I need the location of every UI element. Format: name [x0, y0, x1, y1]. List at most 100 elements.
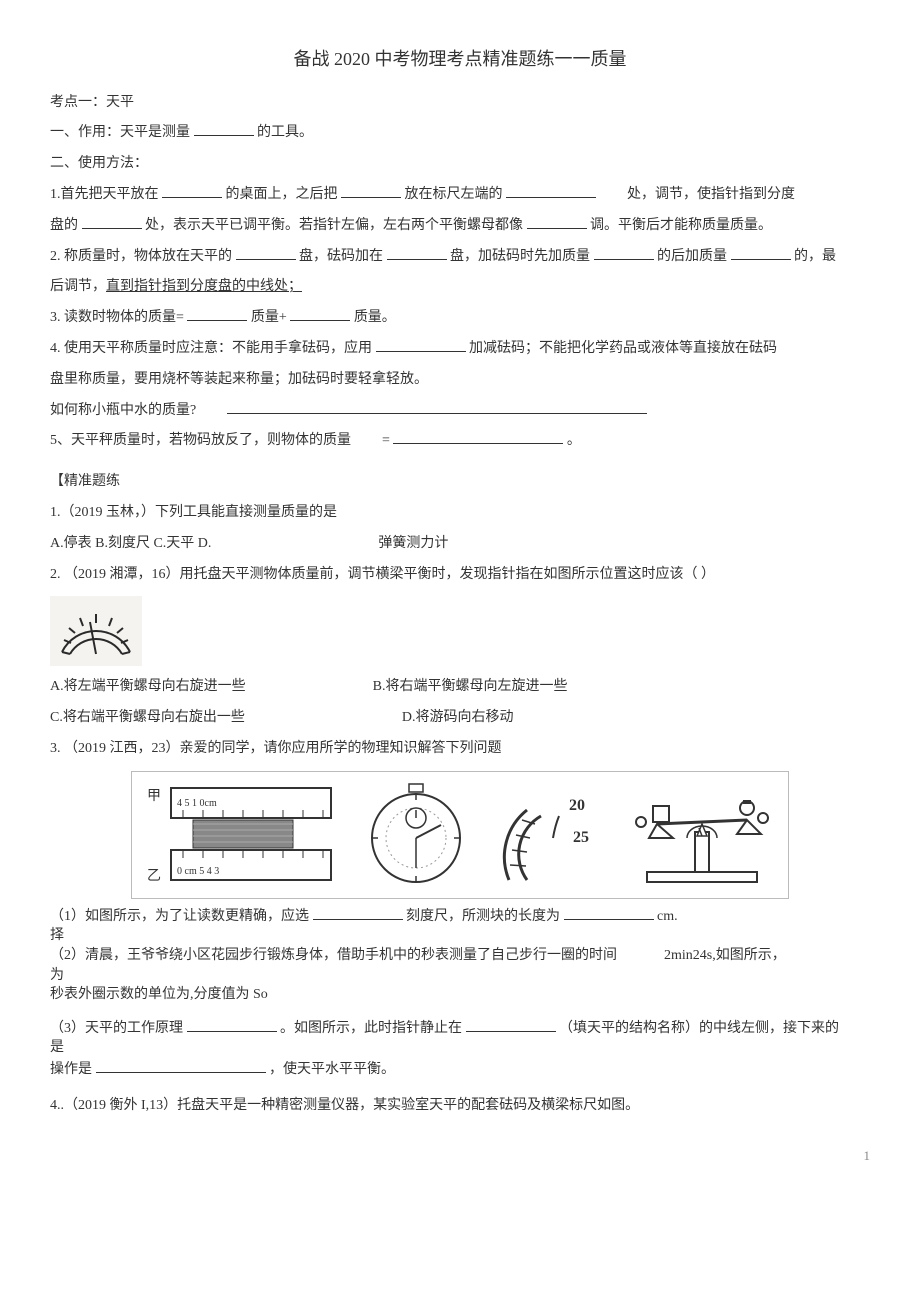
- wrap-char: 为: [50, 966, 870, 986]
- text: （2）清晨，王爷爷绕小区花园步行锻炼身体，借助手机中的秒表测量了自己步行一圈的时…: [50, 948, 617, 963]
- text: 处，调节，使指针指到分度: [627, 187, 795, 202]
- text-line: 盘里称质量，要用烧杯等装起来称量；加砝码时要轻拿轻放。: [50, 365, 870, 396]
- text-line: 3. 读数时物体的质量= 质量+ 质量。: [50, 303, 870, 334]
- text: 4. 使用天平称质量时应注意：不能用手拿砝码，应用: [50, 341, 372, 356]
- text: 放在标尺左端的: [405, 187, 503, 202]
- wrap-char: 择: [50, 926, 870, 946]
- stopwatch-figure-icon: [361, 780, 471, 890]
- option-d: D.将游码向右移动: [402, 710, 514, 725]
- question-3-2b: 秒表外圈示数的单位为,分度值为 So: [50, 985, 870, 1005]
- text: 后调节，: [50, 279, 106, 294]
- text: 盘，加砝码时先加质量: [450, 249, 590, 264]
- option-b: B.将右端平衡螺母向左旋进一些: [373, 679, 568, 694]
- question-3-1: （1）如图所示，为了让读数更精确，应选 刻度尺，所测块的长度为 cm.: [50, 905, 870, 927]
- text-line: 5、天平秤质量时，若物码放反了，则物体的质量 = 。: [50, 426, 870, 457]
- text: 加减砝码；不能把化学药品或液体等直接放在砝码: [469, 341, 777, 356]
- blank: [187, 1017, 277, 1032]
- text: 刻度尺，所测块的长度为: [406, 909, 560, 924]
- text: A.停表 B.刻度尺 C.天平 D.: [50, 536, 211, 551]
- ruler-figure-icon: 甲 乙 4 5 1 0cm 0 cm 5 4 3: [143, 780, 343, 890]
- text: （3）天平的工作原理: [50, 1021, 183, 1036]
- balance-figure-icon: [627, 780, 777, 890]
- text: 1.首先把天平放在: [50, 187, 159, 202]
- svg-text:0 cm 5 4 3: 0 cm 5 4 3: [177, 866, 219, 877]
- question-3: 3. （2019 江西，23）亲爱的同学，请你应用所学的物理知识解答下列问题: [50, 734, 870, 765]
- text: 一、作用：天平是测量: [50, 125, 190, 140]
- blank: [290, 306, 350, 321]
- blank: [313, 905, 403, 920]
- text: 的后加质量: [657, 249, 727, 264]
- blank: [466, 1017, 556, 1032]
- text-line: 后调节，直到指针指到分度盘的中线处；: [50, 272, 870, 303]
- wrap-char: 是: [50, 1038, 870, 1058]
- question-1-options: A.停表 B.刻度尺 C.天平 D. 弹簧测力计: [50, 529, 870, 560]
- text: cm.: [657, 909, 678, 924]
- text: 。如图所示，此时指针静止在: [280, 1021, 462, 1036]
- text: 弹簧测力计: [378, 536, 448, 551]
- text: 操作是: [50, 1062, 92, 1077]
- question-3-3: （3）天平的工作原理 。如图所示，此时指针静止在 （填天平的结构名称）的中线左侧…: [50, 1017, 870, 1039]
- blank: [564, 905, 654, 920]
- text-line: 盘的 处，表示天平已调平衡。若指针左偏，左右两个平衡螺母都像 调。平衡后才能称质…: [50, 211, 870, 242]
- text: 如何称小瓶中水的质量?: [50, 403, 196, 418]
- blank: [236, 245, 296, 260]
- svg-text:甲: 甲: [147, 789, 161, 804]
- blank: [393, 429, 563, 444]
- text: （1）如图所示，为了让读数更精确，应选: [50, 909, 309, 924]
- text: 3. 读数时物体的质量=: [50, 310, 184, 325]
- blank: [96, 1058, 266, 1073]
- option-a: A.将左端平衡螺母向右旋进一些: [50, 679, 246, 694]
- page-number: 1: [50, 1142, 870, 1171]
- question-1: 1.（2019 玉林，）下列工具能直接测量质量的是: [50, 498, 870, 529]
- blank: [387, 245, 447, 260]
- question-2: 2. （2019 湘潭，16）用托盘天平测物体质量前，调节横梁平衡时，发现指针指…: [50, 560, 870, 591]
- text: 盘，砝码加在: [299, 249, 383, 264]
- text: 的，最: [794, 249, 836, 264]
- svg-text:乙: 乙: [147, 868, 161, 884]
- question-3-2: （2）清晨，王爷爷绕小区花园步行锻炼身体，借助手机中的秒表测量了自己步行一圈的时…: [50, 946, 870, 966]
- text: 的桌面上，之后把: [226, 187, 338, 202]
- blank: [594, 245, 654, 260]
- question-3-3b: 操作是 ，使天平水平平衡。: [50, 1058, 870, 1080]
- blank: [162, 183, 222, 198]
- text: 的工具。: [257, 125, 313, 140]
- text-line: 一、作用：天平是测量 的工具。: [50, 118, 870, 149]
- text: 盘的: [50, 218, 78, 233]
- question-2-options-row-1: A.将左端平衡螺母向右旋进一些 B.将右端平衡螺母向左旋进一些: [50, 672, 870, 703]
- gauge-figure: [50, 596, 870, 666]
- blank: [82, 214, 142, 229]
- svg-text:25: 25: [573, 829, 589, 846]
- blank: [376, 337, 466, 352]
- figure-row: 甲 乙 4 5 1 0cm 0 cm 5 4 3: [131, 771, 789, 899]
- option-c: C.将右端平衡螺母向右旋出一些: [50, 710, 245, 725]
- text: 。: [567, 433, 581, 448]
- question-4: 4..（2019 衡外 I,13）托盘天平是一种精密测量仪器，某实验室天平的配套…: [50, 1091, 870, 1122]
- practice-heading: 【精准题练: [50, 467, 870, 498]
- svg-text:4 5 1 0cm: 4 5 1 0cm: [177, 798, 217, 809]
- text-line: 如何称小瓶中水的质量?: [50, 396, 870, 427]
- text-line: 4. 使用天平称质量时应注意：不能用手拿砝码，应用 加减砝码；不能把化学药品或液…: [50, 334, 870, 365]
- text: =: [382, 433, 390, 448]
- blank: [731, 245, 791, 260]
- text: 质量+: [251, 310, 287, 325]
- gauge-icon: [50, 596, 142, 666]
- text: 5、天平秤质量时，若物码放反了，则物体的质量: [50, 433, 351, 448]
- underlined-text: 直到指针指到分度盘的中线处；: [106, 279, 302, 294]
- page-title: 备战 2020 中考物理考点精准题练一一质量: [50, 40, 870, 80]
- blank: [527, 214, 587, 229]
- text: 2. 称质量时，物体放在天平的: [50, 249, 232, 264]
- svg-text:20: 20: [569, 797, 585, 814]
- text-line: 2. 称质量时，物体放在天平的 盘，砝码加在 盘，加砝码时先加质量 的后加质量 …: [50, 242, 870, 273]
- text-line: 二、使用方法：: [50, 149, 870, 180]
- text-line: 1.首先把天平放在 的桌面上，之后把 放在标尺左端的 处，调节，使指针指到分度: [50, 180, 870, 211]
- section-heading-1: 考点一：天平: [50, 88, 870, 119]
- text: 质量。: [354, 310, 396, 325]
- thermometer-figure-icon: 20 25: [489, 780, 609, 890]
- question-2-options-row-2: C.将右端平衡螺母向右旋出一些 D.将游码向右移动: [50, 703, 870, 734]
- blank: [506, 183, 596, 198]
- text: ，使天平水平平衡。: [269, 1062, 395, 1077]
- text: （填天平的结构名称）的中线左侧，接下来的: [559, 1021, 839, 1036]
- blank: [187, 306, 247, 321]
- text: 调。平衡后才能称质量质量。: [590, 218, 772, 233]
- text: 2min24s,如图所示，: [664, 948, 786, 963]
